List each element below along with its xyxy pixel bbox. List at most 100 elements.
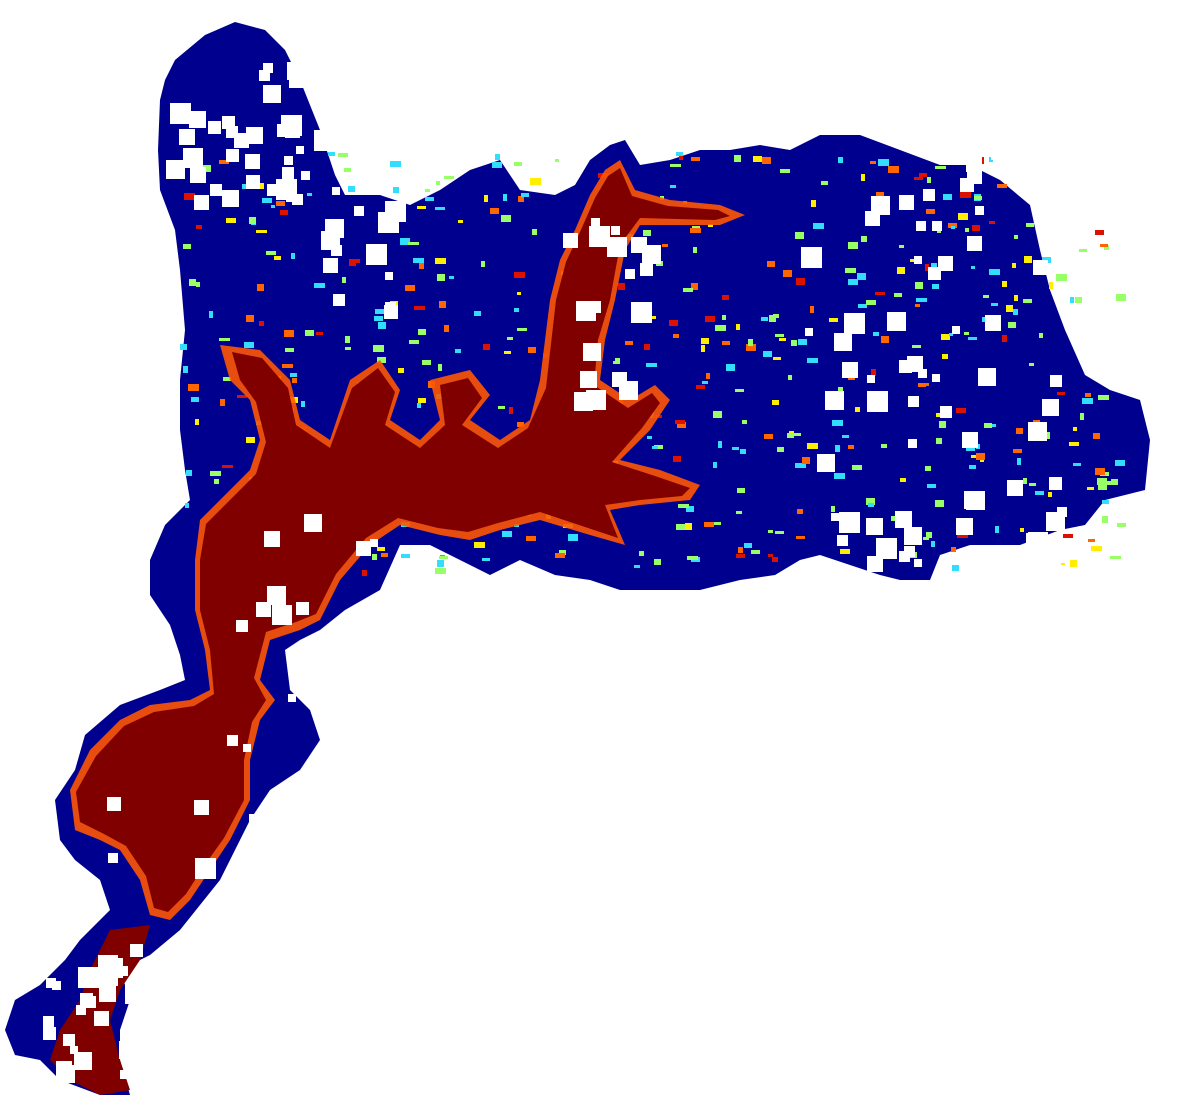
nodata-cell bbox=[78, 967, 99, 988]
speckle-pixel bbox=[927, 484, 936, 488]
speckle-pixel bbox=[1095, 468, 1105, 475]
speckle-pixel bbox=[722, 341, 730, 345]
nodata-cell bbox=[236, 620, 248, 632]
speckle-pixel bbox=[373, 345, 384, 352]
speckle-pixel bbox=[870, 161, 876, 164]
nodata-cell bbox=[574, 392, 593, 411]
speckle-pixel bbox=[518, 196, 524, 202]
speckle-pixel bbox=[669, 320, 678, 326]
speckle-pixel bbox=[1087, 487, 1094, 490]
speckle-pixel bbox=[342, 277, 346, 283]
speckle-pixel bbox=[968, 337, 977, 340]
speckle-pixel bbox=[942, 354, 948, 359]
speckle-pixel bbox=[775, 334, 784, 337]
speckle-pixel bbox=[972, 225, 980, 231]
speckle-pixel bbox=[613, 361, 617, 364]
nodata-cell bbox=[932, 221, 942, 231]
speckle-pixel bbox=[1082, 398, 1093, 404]
nodata-cell bbox=[119, 1041, 137, 1059]
speckle-pixel bbox=[971, 266, 975, 269]
nodata-cell bbox=[1026, 533, 1044, 551]
nodata-cell bbox=[293, 653, 303, 663]
speckle-pixel bbox=[1100, 244, 1108, 247]
speckle-pixel bbox=[237, 395, 247, 398]
speckle-pixel bbox=[259, 183, 264, 189]
nodata-cell bbox=[844, 313, 865, 334]
nodata-cell bbox=[225, 1065, 234, 1074]
nodata-cell bbox=[1007, 480, 1023, 496]
speckle-pixel bbox=[349, 261, 356, 266]
speckle-pixel bbox=[918, 383, 926, 387]
nodata-cell bbox=[339, 1092, 351, 1104]
speckle-pixel bbox=[691, 157, 700, 161]
speckle-pixel bbox=[894, 293, 902, 297]
nodata-cell bbox=[266, 1014, 287, 1035]
nodata-cell bbox=[256, 1046, 270, 1060]
speckle-pixel bbox=[935, 500, 944, 507]
speckle-pixel bbox=[687, 556, 698, 560]
speckle-pixel bbox=[821, 181, 828, 185]
speckle-pixel bbox=[484, 195, 488, 202]
speckle-pixel bbox=[738, 547, 743, 553]
speckle-pixel bbox=[832, 420, 843, 426]
nodata-cell bbox=[190, 167, 206, 183]
speckle-pixel bbox=[673, 456, 681, 462]
speckle-pixel bbox=[654, 559, 661, 565]
speckle-pixel bbox=[1029, 363, 1034, 366]
speckle-pixel bbox=[1013, 309, 1018, 315]
speckle-pixel bbox=[915, 282, 923, 289]
speckle-pixel bbox=[646, 363, 657, 367]
speckle-pixel bbox=[242, 184, 246, 189]
speckle-pixel bbox=[990, 424, 996, 427]
nodata-cell bbox=[235, 1040, 254, 1059]
nodata-cell bbox=[938, 256, 953, 271]
nodata-cell bbox=[222, 190, 239, 207]
nodata-cell bbox=[1028, 422, 1047, 441]
speckle-pixel bbox=[502, 531, 512, 537]
speckle-pixel bbox=[1024, 256, 1032, 263]
speckle-pixel bbox=[483, 344, 490, 350]
nodata-cell bbox=[914, 256, 922, 264]
speckle-pixel bbox=[1115, 460, 1125, 466]
speckle-pixel bbox=[845, 268, 856, 273]
speckle-pixel bbox=[1079, 249, 1087, 252]
speckle-pixel bbox=[284, 330, 294, 337]
speckle-pixel bbox=[439, 556, 448, 559]
speckle-pixel bbox=[644, 344, 650, 350]
speckle-pixel bbox=[679, 156, 683, 160]
speckle-pixel bbox=[271, 205, 275, 208]
speckle-pixel bbox=[706, 373, 710, 379]
speckle-pixel bbox=[1039, 333, 1043, 338]
speckle-pixel bbox=[1075, 297, 1082, 303]
nodata-cell bbox=[563, 233, 578, 248]
speckle-pixel bbox=[736, 554, 745, 558]
speckle-pixel bbox=[897, 267, 905, 274]
speckle-pixel bbox=[1117, 523, 1126, 527]
nodata-cell bbox=[991, 152, 999, 160]
speckle-pixel bbox=[762, 157, 771, 164]
speckle-pixel bbox=[1111, 479, 1118, 485]
speckle-pixel bbox=[291, 253, 295, 259]
speckle-pixel bbox=[683, 288, 693, 292]
nodata-cell bbox=[583, 343, 601, 361]
nodata-cell bbox=[76, 1005, 86, 1015]
nodata-cell bbox=[246, 175, 260, 189]
nodata-cell bbox=[640, 263, 653, 276]
speckle-pixel bbox=[517, 422, 524, 427]
speckle-pixel bbox=[222, 465, 233, 468]
speckle-pixel bbox=[914, 177, 923, 180]
speckle-pixel bbox=[969, 465, 976, 469]
speckle-pixel bbox=[514, 162, 522, 166]
speckle-pixel bbox=[285, 348, 294, 352]
nodata-cell bbox=[966, 156, 982, 172]
nodata-cell bbox=[208, 121, 221, 134]
speckle-pixel bbox=[501, 215, 511, 222]
speckle-pixel bbox=[474, 542, 485, 548]
nodata-cell bbox=[867, 556, 883, 572]
speckle-pixel bbox=[438, 364, 442, 371]
speckle-pixel bbox=[1023, 299, 1032, 303]
speckle-pixel bbox=[223, 377, 231, 381]
nodata-cell bbox=[384, 305, 398, 319]
speckle-pixel bbox=[788, 375, 792, 380]
